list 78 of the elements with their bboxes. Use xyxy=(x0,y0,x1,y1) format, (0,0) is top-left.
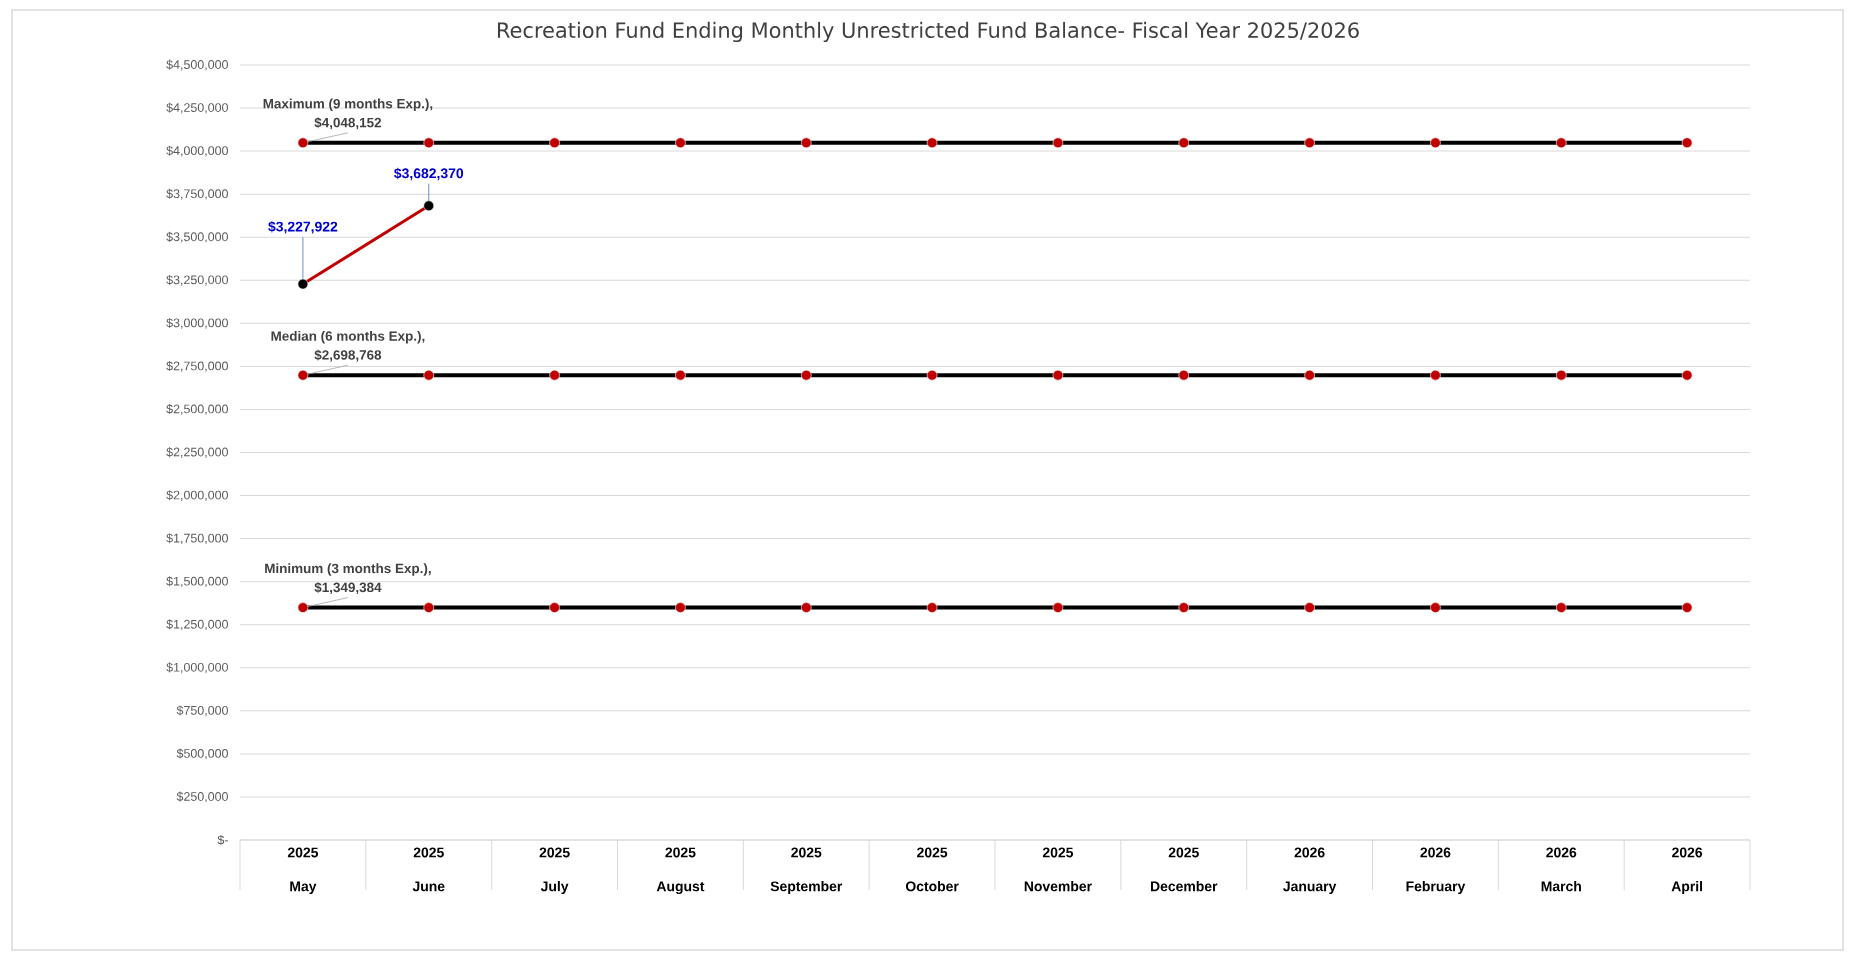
y-tick-label: $2,500,000 xyxy=(166,404,228,415)
data-label: $4,048,152 xyxy=(314,117,382,130)
point xyxy=(1555,602,1567,613)
point xyxy=(926,137,938,149)
point xyxy=(675,602,686,613)
chart-title: Recreation Fund Ending Monthly Unrestricted Fund Balance- Fiscal Year 2025/2026 xyxy=(497,21,1359,43)
category-label: 2025 December xyxy=(1150,847,1218,892)
point xyxy=(800,369,812,381)
point xyxy=(675,137,686,149)
y-tick-label: $500,000 xyxy=(176,748,228,760)
point xyxy=(1681,602,1693,613)
category-label: 2025 October xyxy=(905,847,959,892)
category-label: 2025 August xyxy=(656,847,705,895)
y-tick-label: $3,500,000 xyxy=(166,231,228,243)
y-tick-label: $3,000,000 xyxy=(166,317,228,329)
point xyxy=(1178,137,1190,149)
point xyxy=(800,137,812,149)
data-label: $2,698,768 xyxy=(314,349,382,362)
point xyxy=(1052,369,1064,381)
category-label: 2025 July xyxy=(539,847,570,895)
text: Median (6 months Exp.), xyxy=(271,330,425,344)
point xyxy=(1430,602,1441,613)
point xyxy=(423,137,435,149)
y-tick-label: $3,250,000 xyxy=(166,274,228,286)
point xyxy=(800,602,812,613)
series-label: Minimum (3 months Exp.), xyxy=(265,563,431,576)
point xyxy=(297,137,309,149)
y-tick-label: $4,500,000 xyxy=(166,59,228,71)
y-tick-label: $3,750,000 xyxy=(166,188,228,200)
y-tick-label: $4,000,000 xyxy=(166,145,228,157)
point xyxy=(1430,137,1441,149)
category-label: 2026 January xyxy=(1283,847,1337,895)
category-label: 2025 November xyxy=(1024,847,1092,892)
point xyxy=(1555,369,1567,381)
point xyxy=(1555,137,1567,149)
point xyxy=(1681,369,1693,381)
point xyxy=(297,602,309,613)
y-tick-label: $2,250,000 xyxy=(166,447,228,458)
category-label: 2026 February xyxy=(1406,847,1466,895)
y-tick-label: $4,250,000 xyxy=(166,102,228,114)
point xyxy=(1052,137,1064,149)
y-tick-label: $2,000,000 xyxy=(166,490,228,501)
data-label: $3,682,370 xyxy=(394,167,464,181)
point xyxy=(549,369,560,381)
y-tick-label: $1,250,000 xyxy=(166,619,228,631)
category-label: 2025 May xyxy=(287,847,319,895)
point xyxy=(926,602,938,613)
point xyxy=(1304,137,1315,149)
point xyxy=(423,602,435,613)
point xyxy=(1178,369,1190,381)
y-tick-label: $1,750,000 xyxy=(166,533,228,545)
point xyxy=(926,369,938,381)
category-label: 2026 April xyxy=(1671,847,1703,895)
y-tick-label: $1,000,000 xyxy=(166,662,228,674)
point xyxy=(1304,369,1315,381)
y-tick-label: $2,750,000 xyxy=(166,360,228,372)
y-tick-label: $250,000 xyxy=(176,791,228,803)
point xyxy=(1681,137,1693,149)
point xyxy=(549,602,560,613)
point xyxy=(423,200,435,212)
category-label: 2026 March xyxy=(1541,847,1581,892)
y-tick-label: $750,000 xyxy=(176,705,228,717)
point xyxy=(1430,369,1441,381)
category-label: 2025 June xyxy=(412,847,445,892)
y-tick-label: $1,500,000 xyxy=(166,576,228,588)
category-label: 2025 September xyxy=(770,847,843,895)
point xyxy=(549,137,560,149)
point xyxy=(1052,602,1064,613)
point xyxy=(297,369,309,381)
point xyxy=(423,369,435,381)
text: Maximum (9 months Exp.), xyxy=(263,98,433,112)
y-tick-label: $- xyxy=(217,834,228,846)
data-label: $3,227,922 xyxy=(268,221,338,234)
point xyxy=(297,278,309,290)
point xyxy=(1178,602,1190,613)
point xyxy=(1304,602,1315,613)
point xyxy=(675,369,686,381)
data-label: $1,349,384 xyxy=(314,582,382,595)
